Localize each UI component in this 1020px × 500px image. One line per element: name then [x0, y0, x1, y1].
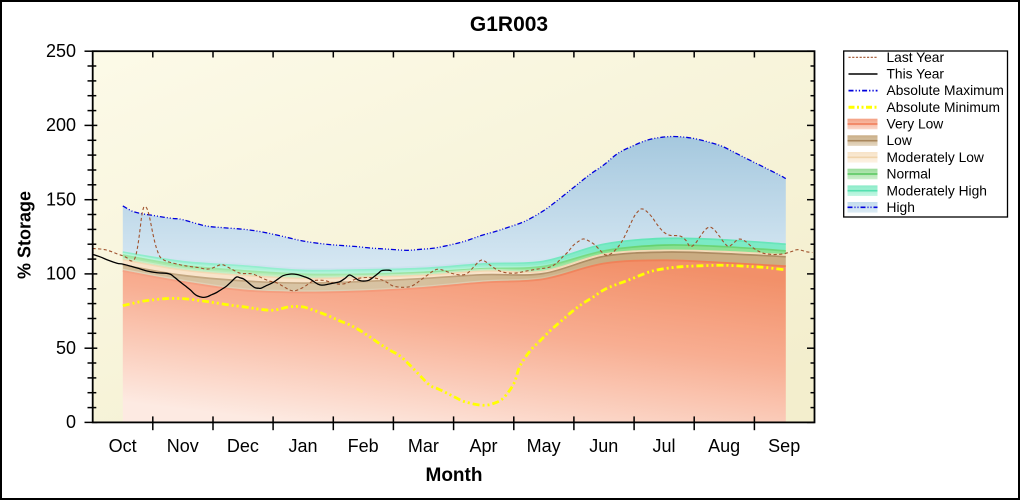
- svg-text:This Year: This Year: [887, 67, 945, 82]
- svg-text:250: 250: [46, 41, 76, 61]
- svg-text:Normal: Normal: [887, 167, 931, 182]
- svg-text:Jun: Jun: [589, 436, 618, 456]
- svg-text:Sep: Sep: [768, 436, 800, 456]
- svg-text:Nov: Nov: [167, 436, 199, 456]
- svg-text:Mar: Mar: [408, 436, 439, 456]
- svg-text:G1R003: G1R003: [470, 13, 548, 36]
- svg-text:Month: Month: [426, 465, 483, 486]
- svg-text:May: May: [527, 436, 561, 456]
- svg-text:Feb: Feb: [348, 436, 379, 456]
- svg-text:100: 100: [46, 264, 76, 284]
- svg-text:Absolute Maximum: Absolute Maximum: [887, 83, 1004, 98]
- svg-text:50: 50: [56, 338, 76, 358]
- svg-text:Low: Low: [887, 133, 912, 148]
- svg-text:Jul: Jul: [652, 436, 675, 456]
- svg-text:200: 200: [46, 115, 76, 135]
- svg-text:Oct: Oct: [109, 436, 137, 456]
- svg-text:Aug: Aug: [708, 436, 740, 456]
- svg-text:Apr: Apr: [469, 436, 497, 456]
- svg-text:Dec: Dec: [227, 436, 259, 456]
- svg-text:High: High: [887, 200, 915, 215]
- svg-text:Jan: Jan: [288, 436, 317, 456]
- svg-text:Very Low: Very Low: [887, 117, 944, 132]
- svg-text:% Storage: % Storage: [14, 191, 34, 279]
- svg-text:150: 150: [46, 189, 76, 209]
- svg-text:Last Year: Last Year: [887, 50, 945, 65]
- svg-text:Moderately High: Moderately High: [887, 183, 987, 198]
- svg-text:Moderately Low: Moderately Low: [887, 150, 984, 165]
- svg-text:0: 0: [66, 412, 76, 432]
- svg-text:Absolute Minimum: Absolute Minimum: [887, 100, 1000, 115]
